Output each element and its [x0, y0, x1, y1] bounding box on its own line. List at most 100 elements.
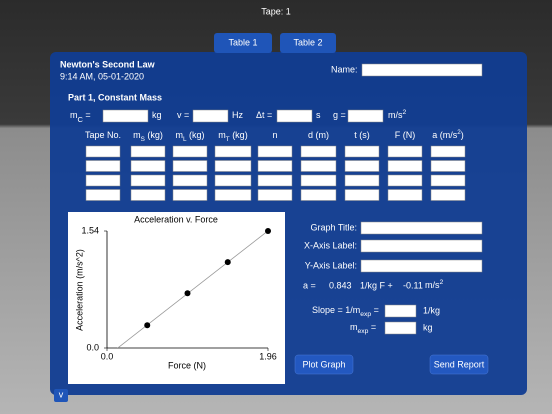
- form-label: Y-Axis Label:: [305, 260, 357, 270]
- cell-value: 4: [89, 189, 94, 199]
- text-part: S: [141, 136, 145, 143]
- cell-value: 10: [261, 146, 271, 156]
- y-tick-label: 0.0: [86, 342, 99, 352]
- cell-value: 0.100: [176, 160, 199, 170]
- cell-value: 0.000: [176, 189, 199, 199]
- table-cell[interactable]: [430, 145, 466, 158]
- param-label: v =: [177, 110, 189, 120]
- x-axis-label: Force (N): [168, 360, 206, 370]
- cell-value: 0.050: [176, 175, 199, 185]
- text-part: m: [70, 110, 78, 120]
- table-cell[interactable]: [387, 174, 423, 187]
- button[interactable]: [429, 354, 489, 375]
- param-value: 0.9584: [106, 110, 134, 120]
- table-cell[interactable]: [214, 145, 252, 158]
- table-cell[interactable]: [387, 189, 423, 201]
- table-cell[interactable]: [214, 189, 252, 201]
- mass-unit: kg: [423, 322, 433, 332]
- text-part: =: [368, 322, 376, 332]
- column-header: mT (kg): [218, 130, 247, 143]
- tab[interactable]: [280, 33, 336, 53]
- form-value: Force (N): [364, 240, 402, 250]
- form-label: X-Axis Label:: [304, 240, 357, 250]
- text-part: T: [226, 136, 230, 143]
- chart-area: [68, 212, 285, 384]
- form-input[interactable]: [360, 259, 483, 273]
- param-label: mC =: [70, 110, 91, 124]
- button[interactable]: [294, 354, 354, 375]
- cell-value: 0.050: [134, 146, 157, 156]
- table-cell[interactable]: [300, 160, 337, 172]
- cell-value: 10: [261, 175, 271, 185]
- text-part: Δt: [256, 110, 265, 120]
- tab[interactable]: [214, 33, 272, 53]
- equation-intercept: -0.11: [403, 280, 423, 290]
- column-header: F (N): [395, 130, 416, 140]
- equation-intercept-unit: m/s2: [425, 279, 444, 290]
- text-part: L: [183, 136, 187, 143]
- table-cell[interactable]: [300, 145, 337, 158]
- name-input[interactable]: [361, 63, 483, 77]
- section-title: Part 1, Constant Mass: [68, 92, 162, 102]
- text-part: n: [272, 130, 277, 140]
- table-cell[interactable]: [130, 174, 166, 187]
- table-cell[interactable]: [344, 145, 380, 158]
- param-input[interactable]: [192, 109, 229, 123]
- table-cell[interactable]: [344, 189, 380, 201]
- table-cell[interactable]: [387, 145, 423, 158]
- collapse-button[interactable]: [54, 389, 68, 402]
- param-value: 0.100: [280, 110, 303, 120]
- text-part: F (N): [395, 130, 416, 140]
- table-cell[interactable]: [172, 189, 208, 201]
- table-cell[interactable]: [85, 145, 121, 158]
- table-cell[interactable]: [130, 189, 166, 201]
- param-input[interactable]: [347, 109, 384, 123]
- table-cell[interactable]: [300, 189, 337, 201]
- mass-input[interactable]: [384, 321, 417, 335]
- table-cell[interactable]: [214, 160, 252, 172]
- column-header: t (s): [354, 130, 370, 140]
- table-cell[interactable]: [214, 174, 252, 187]
- text-part: Hz: [232, 110, 243, 120]
- text-part: v =: [177, 110, 189, 120]
- table-cell[interactable]: [300, 174, 337, 187]
- table-cell[interactable]: [430, 174, 466, 187]
- column-header: d (m): [308, 130, 329, 140]
- table-cell[interactable]: [387, 160, 423, 172]
- cell-value: 2: [89, 160, 94, 170]
- param-input[interactable]: [102, 109, 149, 123]
- table-cell[interactable]: [172, 160, 208, 172]
- cell-value: 1.1584: [218, 146, 246, 156]
- table-cell[interactable]: [257, 174, 293, 187]
- table-cell[interactable]: [257, 189, 293, 201]
- header-title: Tape: 1: [261, 6, 291, 16]
- table-cell[interactable]: [85, 189, 121, 201]
- param-input[interactable]: [276, 109, 313, 123]
- slope-input[interactable]: [384, 304, 417, 318]
- text-part: a (m/s: [432, 130, 458, 140]
- table-cell[interactable]: [172, 145, 208, 158]
- text-part: m/s: [388, 110, 403, 120]
- cell-value: 10: [261, 160, 271, 170]
- table-cell[interactable]: [85, 160, 121, 172]
- table-cell[interactable]: [257, 145, 293, 158]
- table-cell[interactable]: [430, 160, 466, 172]
- timestamp: 9:14 AM, 05-01-2020: [60, 71, 144, 81]
- column-header: Tape No.: [85, 130, 121, 140]
- table-cell[interactable]: [172, 174, 208, 187]
- cell-value: 1: [89, 146, 94, 156]
- form-input[interactable]: [360, 221, 483, 235]
- table-cell[interactable]: [130, 145, 166, 158]
- table-cell[interactable]: [344, 174, 380, 187]
- table-cell[interactable]: [257, 160, 293, 172]
- table-cell[interactable]: [344, 160, 380, 172]
- table-cell[interactable]: [85, 174, 121, 187]
- table-cell[interactable]: [130, 160, 166, 172]
- table-cell[interactable]: [430, 189, 466, 201]
- tab-label: Table 2: [293, 37, 322, 47]
- column-header: mL (kg): [175, 130, 204, 143]
- y-axis-label: Acceleration (m/s^2): [74, 249, 84, 331]
- cell-value: 0.150: [176, 146, 199, 156]
- form-input[interactable]: [360, 239, 483, 253]
